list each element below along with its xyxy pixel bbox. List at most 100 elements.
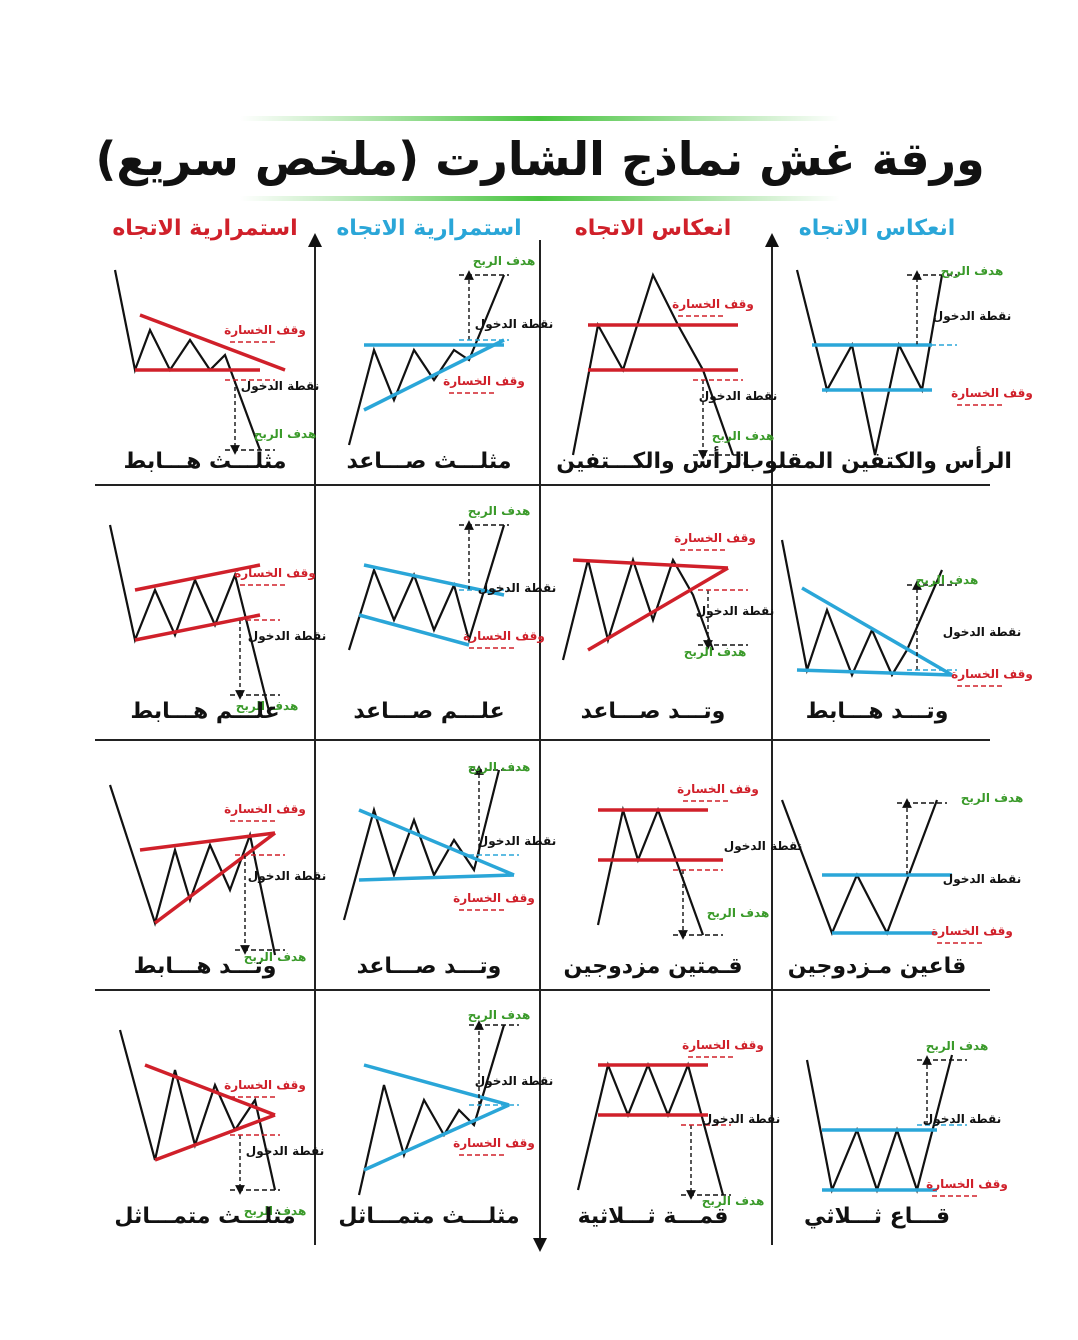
target-label: هدف الربح <box>468 760 531 774</box>
price-path <box>780 539 944 678</box>
price-path <box>342 769 501 921</box>
entry-label: نقطة الدخول <box>241 379 319 394</box>
entry-label: نقطة الدخول <box>478 581 556 596</box>
pattern-name: الرأس والكـــتفين <box>556 445 749 474</box>
target-label: هدف الربح <box>254 427 317 441</box>
stop-loss-label: وقف الخسارة <box>443 374 525 389</box>
stop-loss-label: وقف الخسارة <box>463 629 545 644</box>
pattern-cell: وقف الخسارة نقطة الدخول هدف الربح <box>571 272 777 460</box>
pattern-line <box>363 338 505 412</box>
pattern-line <box>153 831 277 925</box>
price-path <box>108 524 272 716</box>
entry-label: نقطة الدخول <box>696 604 774 619</box>
pattern-line <box>796 668 953 677</box>
entry-label: نقطة الدخول <box>923 1112 1001 1127</box>
pattern-name: الرأس والكتفين المقلوب <box>742 445 1012 474</box>
target-label: هدف الربح <box>684 645 747 659</box>
stop-loss-label: وقف الخسارة <box>931 924 1013 939</box>
target-label: هدف الربح <box>712 429 775 443</box>
target-label: هدف الربح <box>468 504 531 518</box>
stop-loss-label: وقف الخسارة <box>453 1136 535 1151</box>
pattern-cell: وقف الخسارة نقطة الدخول هدف الربح <box>118 1029 324 1218</box>
pattern-cell: وقف الخسارة نقطة الدخول هدف الربح <box>576 1038 780 1208</box>
entry-label: نقطة الدخول <box>943 872 1021 887</box>
pattern-line <box>134 613 261 642</box>
pattern-line <box>139 831 276 852</box>
stop-loss-label: وقف الخسارة <box>224 802 306 817</box>
pattern-cell: وقف الخسارة نقطة الدخول هدف الربح <box>108 524 326 716</box>
target-label: هدف الربح <box>236 699 299 713</box>
pattern-name: قـــاع ثـــلاثي <box>804 1204 950 1229</box>
title: ورقة غش نماذج الشارت (ملخص سريع) <box>95 132 984 186</box>
entry-label: نقطة الدخول <box>943 625 1021 640</box>
stop-loss-label: وقف الخسارة <box>674 531 756 546</box>
pattern-cell: وقف الخسارة نقطة الدخول هدف الربح <box>347 504 556 651</box>
entry-label: نقطة الدخول <box>724 839 802 854</box>
pattern-line <box>154 1113 276 1162</box>
pattern-name: علـــم صـــاعد <box>353 699 504 724</box>
target-label: هدف الربح <box>468 1008 531 1022</box>
pattern-line <box>587 566 729 652</box>
price-path <box>347 524 506 651</box>
stop-loss-label: وقف الخسارة <box>951 386 1033 401</box>
pattern-cell: وقف الخسارة نقطة الدخول هدف الربح <box>357 1008 553 1196</box>
pattern-line <box>144 1063 276 1117</box>
pattern-line <box>363 563 505 597</box>
pattern-cell: وقف الخسارة نقطة الدخول هدف الربح <box>561 531 774 661</box>
target-label: هدف الربح <box>702 1194 765 1208</box>
price-path <box>113 269 262 451</box>
pattern-name: مثلـــث متمـــاثل <box>338 1204 519 1229</box>
stop-loss-label: وقف الخسارة <box>951 667 1033 682</box>
entry-label: نقطة الدخول <box>475 1074 553 1089</box>
pattern-cell: وقف الخسارة نقطة الدخول هدف الربح <box>113 269 319 455</box>
target-label: هدف الربح <box>926 1039 989 1053</box>
title-rule <box>240 116 840 121</box>
column-header: انعكاس الاتجاه <box>575 216 732 241</box>
pattern-name: علـــم هـــابط <box>130 699 279 724</box>
column-header: انعكاس الاتجاه <box>799 216 956 241</box>
target-label: هدف الربح <box>244 950 307 964</box>
stop-loss-label: وقف الخسارة <box>926 1177 1008 1192</box>
pattern-cell: وقف الخسارة نقطة الدخول هدف الربح <box>795 264 1033 456</box>
pattern-name: قمـــة ثـــلاثية <box>578 1204 729 1229</box>
entry-label: نقطة الدخول <box>248 869 326 884</box>
pattern-name: قاعين مـزدوجين <box>788 954 967 979</box>
target-label: هدف الربح <box>707 906 770 920</box>
pattern-cell: وقف الخسارة نقطة الدخول هدف الربح <box>342 760 556 921</box>
pattern-line <box>139 313 286 372</box>
column-header: استمرارية الاتجاه <box>112 216 297 241</box>
entry-label: نقطة الدخول <box>248 629 326 644</box>
pattern-cell: وقف الخسارة نقطة الدخول هدف الربح <box>596 782 802 940</box>
pattern-name: وتـــد هـــابط <box>134 954 277 979</box>
pattern-line <box>363 1063 510 1107</box>
pattern-name: مثلـــث متمـــاثل <box>114 1204 295 1229</box>
stop-loss-label: وقف الخسارة <box>672 297 754 312</box>
pattern-cell: وقف الخسارة نقطة الدخول هدف الربح <box>805 1039 1008 1197</box>
target-label: هدف الربح <box>916 573 979 587</box>
target-label: هدف الربح <box>941 264 1004 278</box>
pattern-cell: وقف الخسارة نقطة الدخول هدف الربح <box>780 791 1023 944</box>
stop-loss-label: وقف الخسارة <box>224 323 306 338</box>
entry-label: نقطة الدخول <box>702 1112 780 1127</box>
stop-loss-label: وقف الخسارة <box>682 1038 764 1053</box>
grid <box>95 233 990 1252</box>
entry-label: نقطة الدخول <box>246 1144 324 1159</box>
pattern-line <box>134 563 261 592</box>
entry-label: نقطة الدخول <box>478 834 556 849</box>
pattern-name: وتـــد هـــابط <box>806 699 949 724</box>
pattern-name: قـمتين مزدوجين <box>564 954 743 979</box>
target-label: هدف الربح <box>244 1204 307 1218</box>
target-label: هدف الربح <box>473 254 536 268</box>
pattern-name: وتـــد صـــاعد <box>581 699 726 724</box>
pattern-line <box>358 808 515 877</box>
stop-loss-label: وقف الخسارة <box>453 891 535 906</box>
stop-loss-label: وقف الخسارة <box>224 1078 306 1093</box>
title-rule <box>240 196 840 201</box>
entry-label: نقطة الدخول <box>933 309 1011 324</box>
entry-label: نقطة الدخول <box>699 389 777 404</box>
stop-loss-label: وقف الخسارة <box>234 566 316 581</box>
price-path <box>108 784 277 956</box>
pattern-cell: وقف الخسارة نقطة الدخول هدف الربح <box>108 784 326 964</box>
column-header: استمرارية الاتجاه <box>336 216 521 241</box>
